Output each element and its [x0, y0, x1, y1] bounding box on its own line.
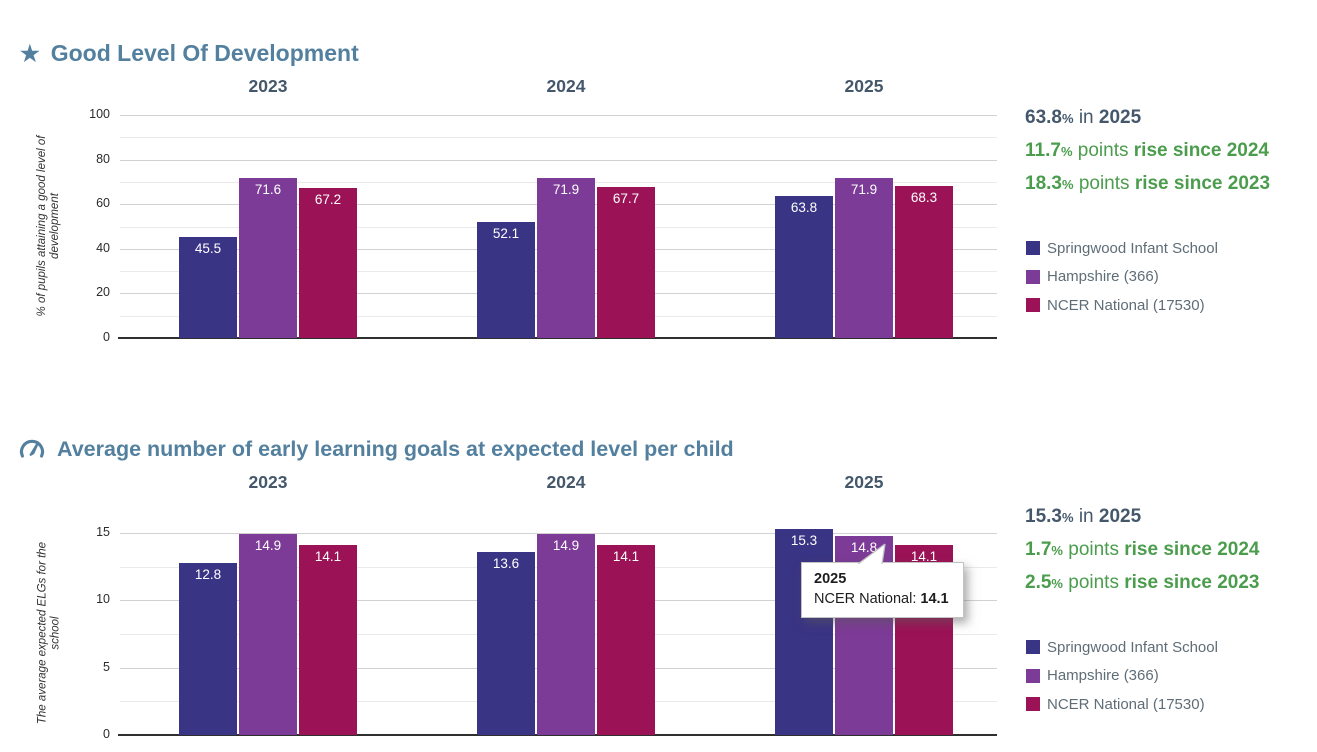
legend-swatch — [1026, 298, 1040, 313]
legend-item-ncer-national-17530[interactable]: NCER National (17530) — [1026, 690, 1317, 719]
bar-value-label: 67.2 — [314, 192, 342, 208]
legend-label: NCER National (17530) — [1047, 695, 1205, 713]
bar-2024-springwood-infant-school[interactable]: 13.6 — [477, 551, 535, 735]
chart-title-text: Average number of early learning goals a… — [57, 436, 734, 461]
stat-line: 2.5% points rise since 2023 — [1025, 572, 1260, 593]
legend-label: Hampshire (366) — [1047, 268, 1159, 286]
bar-value-label: 45.5 — [194, 240, 222, 256]
bar-value-label: 52.1 — [492, 225, 520, 241]
bar-value-label: 63.8 — [790, 199, 818, 215]
legend-label: Hampshire (366) — [1047, 667, 1159, 685]
y-tick-label: 60 — [96, 196, 110, 211]
category-label-2023: 2023 — [248, 76, 288, 96]
bar-2023-springwood-infant-school[interactable]: 12.8 — [179, 562, 237, 735]
bar-2024-hampshire-366[interactable]: 71.9 — [537, 177, 595, 338]
y-tick-label: 100 — [89, 107, 110, 121]
gridline — [120, 137, 997, 139]
legend-item-springwood-infant-school[interactable]: Springwood Infant School — [1026, 633, 1317, 662]
bar-2025-ncer-national-17530[interactable]: 68.3 — [895, 185, 953, 338]
chart-tooltip: 2025 NCER National: 14.1 — [801, 543, 964, 618]
bar-value-label: 14.9 — [254, 538, 282, 554]
bar-2024-springwood-infant-school[interactable]: 52.1 — [477, 221, 535, 338]
y-tick-label: 40 — [96, 240, 110, 255]
bar-2025-springwood-infant-school[interactable]: 63.8 — [775, 195, 833, 338]
bar-value-label: 13.6 — [492, 555, 520, 571]
legend-swatch — [1026, 640, 1040, 655]
gauge-icon — [18, 437, 46, 461]
stat-line: 1.7% points rise since 2024 — [1025, 539, 1260, 560]
gridline — [120, 533, 997, 534]
x-axis-line — [118, 734, 997, 736]
bar-value-label: 71.9 — [552, 181, 580, 197]
gridline — [120, 159, 997, 161]
bar-2023-ncer-national-17530[interactable]: 67.2 — [299, 188, 357, 338]
bar-2024-ncer-national-17530[interactable]: 14.1 — [597, 545, 655, 735]
legend-swatch — [1026, 241, 1040, 256]
legend-label: Springwood Infant School — [1047, 638, 1218, 656]
legend-swatch — [1026, 668, 1040, 683]
tooltip-caret — [857, 543, 886, 564]
category-label-2024: 2024 — [546, 76, 586, 96]
bar-value-label: 12.8 — [194, 566, 222, 582]
stat-line: 15.3% in 2025 — [1025, 506, 1142, 527]
stat-line: 11.7% points rise since 2024 — [1025, 140, 1269, 161]
bar-value-label: 15.3 — [790, 533, 818, 548]
y-axis-label: The average expected ELGs for the school — [36, 541, 61, 725]
legend-item-springwood-infant-school[interactable]: Springwood Infant School — [1026, 234, 1317, 263]
chart-title-elg: Average number of early learning goals a… — [18, 437, 734, 462]
bar-2025-springwood-infant-school[interactable]: 15.3 — [775, 529, 833, 735]
y-tick-label: 5 — [103, 659, 110, 674]
stats-panel-gld: 63.8% in 2025 11.7% points rise since 202… — [1025, 102, 1317, 201]
category-label-2024: 2024 — [546, 472, 586, 492]
bar-value-label: 67.7 — [612, 191, 640, 206]
legend-swatch — [1026, 697, 1040, 712]
y-tick-label: 0 — [103, 727, 110, 741]
bar-value-label: 14.8 — [850, 539, 878, 555]
bar-value-label: 14.1 — [612, 549, 640, 565]
bar-value-label: 71.9 — [850, 181, 878, 197]
tooltip-year: 2025 — [814, 571, 847, 587]
tooltip-value: 14.1 — [920, 591, 949, 607]
bar-value-label: 14.1 — [910, 549, 938, 565]
bar-2023-springwood-infant-school[interactable]: 45.5 — [179, 236, 237, 338]
category-label-2025: 2025 — [844, 472, 884, 492]
bar-value-label: 14.9 — [552, 538, 580, 554]
bar-value-label: 68.3 — [910, 189, 938, 205]
legend-gld: Springwood Infant School Hampshire (366) N… — [1026, 234, 1317, 320]
bar-2024-ncer-national-17530[interactable]: 67.7 — [597, 187, 655, 338]
legend-item-hampshire-366[interactable]: Hampshire (366) — [1026, 662, 1317, 691]
tooltip-value-line: NCER National: 14.1 — [814, 591, 949, 607]
y-tick-label: 80 — [96, 151, 110, 166]
tooltip-series-label: NCER National: — [814, 591, 917, 607]
y-tick-label: 20 — [96, 285, 110, 300]
bar-2023-ncer-national-17530[interactable]: 14.1 — [299, 545, 357, 735]
legend-elg: Springwood Infant School Hampshire (366) N… — [1026, 633, 1317, 719]
legend-item-hampshire-366[interactable]: Hampshire (366) — [1026, 263, 1317, 292]
category-label-2023: 2023 — [248, 472, 288, 492]
y-tick-label: 0 — [103, 330, 110, 344]
bar-2024-hampshire-366[interactable]: 14.9 — [537, 534, 595, 735]
bar-value-label: 71.6 — [254, 182, 282, 198]
legend-label: NCER National (17530) — [1047, 296, 1205, 314]
bar-2023-hampshire-366[interactable]: 14.9 — [239, 534, 297, 735]
bar-2023-hampshire-366[interactable]: 71.6 — [239, 178, 297, 338]
gridline — [120, 115, 997, 116]
legend-item-ncer-national-17530[interactable]: NCER National (17530) — [1026, 291, 1317, 320]
legend-label: Springwood Infant School — [1047, 239, 1218, 257]
stat-line: 18.3% points rise since 2023 — [1025, 173, 1271, 194]
stat-line: 63.8% in 2025 — [1025, 107, 1142, 128]
x-axis-line — [118, 337, 997, 339]
legend-swatch — [1026, 269, 1040, 284]
bar-2025-hampshire-366[interactable]: 71.9 — [835, 177, 893, 338]
category-label-2025: 2025 — [844, 76, 884, 96]
chart-title-gld: Good Level Of Development — [20, 40, 359, 67]
stats-panel-elg: 15.3% in 2025 1.7% points rise since 2024… — [1025, 501, 1317, 600]
chart-title-text: Good Level Of Development — [50, 40, 359, 67]
bar-value-label: 14.1 — [314, 549, 342, 565]
y-tick-label: 10 — [96, 592, 110, 607]
y-tick-label: 15 — [96, 525, 110, 539]
